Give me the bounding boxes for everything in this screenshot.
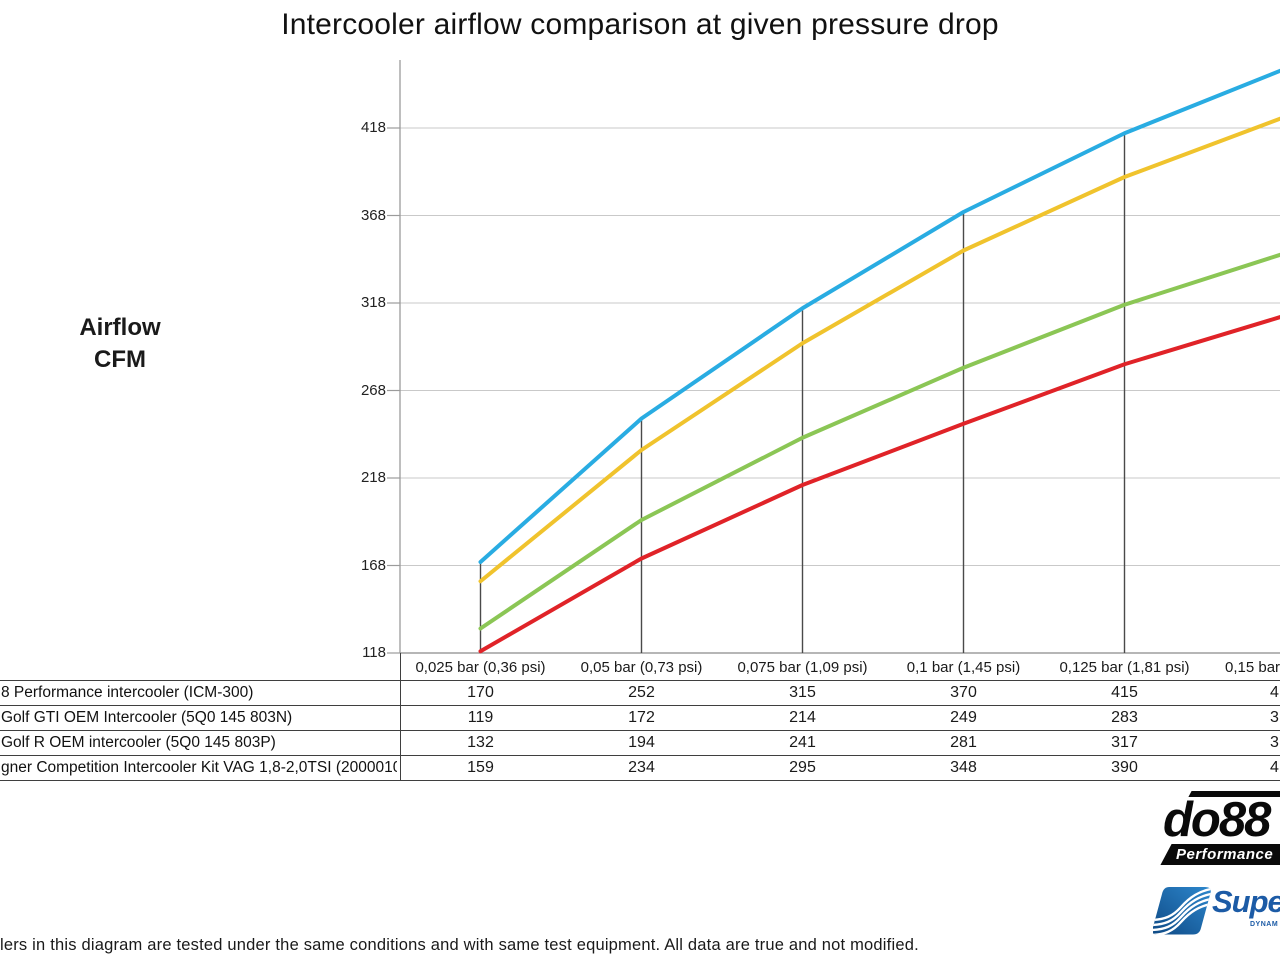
column-header-3: 0,1 bar (1,45 psi) (906, 659, 1021, 676)
y-axis-label-line2: CFM (94, 346, 146, 373)
table-cell-r0-c2: 315 (789, 684, 816, 701)
y-axis-label-line1: Airflow (79, 314, 161, 341)
table-cell-r1-c1: 172 (628, 709, 655, 726)
table-cell-r0-c0: 170 (467, 684, 494, 701)
do88-performance-label: Performance (1176, 846, 1274, 863)
disclaimer-text: lers in this diagram are tested under th… (0, 936, 919, 954)
table-row-border-4 (0, 779, 1280, 781)
column-header-2: 0,075 bar (1,09 psi) (737, 659, 868, 676)
table-label-column-border (399, 653, 401, 780)
series-label-row-1: Golf GTI OEM Intercooler (5Q0 145 803N) (1, 709, 293, 726)
table-cell-r2-c0: 132 (467, 734, 494, 751)
y-tick-label-168: 168 (360, 556, 386, 574)
table-cell-r1-c0: 119 (467, 709, 494, 726)
do88-logo-text: do88 (1163, 793, 1271, 847)
table-cell-r0-c4: 415 (1111, 684, 1138, 701)
table-row-border-2 (0, 729, 1280, 731)
series-label-row-3: gner Competition Intercooler Kit VAG 1,8… (1, 759, 397, 776)
superflow-wave-icon (1153, 887, 1211, 935)
table-cell-r2-c3: 281 (950, 734, 977, 751)
table-cell-r1-c2: 214 (789, 709, 816, 726)
superflow-subtext: DYNAM (1250, 921, 1279, 928)
column-header-5-clipped: 0,15 bar (1225, 659, 1280, 676)
series-line (478, 315, 1280, 654)
chart-title: Intercooler airflow comparison at given … (281, 8, 999, 41)
column-header-0: 0,025 bar (0,36 psi) (415, 659, 546, 676)
table-cell-r3-c3: 348 (950, 759, 977, 776)
series-label-row-0: 8 Performance intercooler (ICM-300) (1, 684, 254, 701)
table-cell-r2-c1: 194 (628, 734, 655, 751)
table-row-border-1 (0, 704, 1280, 706)
table-cell-r1-c3: 249 (950, 709, 977, 726)
y-tick-label-268: 268 (360, 381, 386, 399)
table-cell-r3-c2: 295 (789, 759, 816, 776)
series-line (478, 116, 1280, 584)
table-cell-r0-c5-clipped: 4 (1270, 684, 1279, 701)
y-tick-label-118: 118 (362, 644, 386, 661)
series-label-row-2: Golf R OEM intercooler (5Q0 145 803P) (1, 734, 276, 751)
column-header-4: 0,125 bar (1,81 psi) (1059, 659, 1190, 676)
series-line (478, 68, 1280, 564)
table-cell-r1-c4: 283 (1111, 709, 1138, 726)
table-cell-r3-c4: 390 (1111, 759, 1138, 776)
table-cell-r0-c3: 370 (950, 684, 977, 701)
column-header-1: 0,05 bar (0,73 psi) (580, 659, 703, 676)
table-cell-r2-c2: 241 (789, 734, 816, 751)
table-row-border-0 (0, 679, 1280, 681)
y-tick-label-418: 418 (360, 119, 386, 136)
table-cell-r3-c0: 159 (467, 759, 494, 776)
series-line (478, 252, 1280, 631)
table-cell-r3-c5-clipped: 4 (1270, 759, 1279, 776)
table-cell-r3-c1: 234 (628, 759, 655, 776)
y-axis-label: Airflow CFM (40, 312, 200, 376)
superflow-text: Superflow (1212, 884, 1280, 919)
do88-performance-bar: Performance (1160, 844, 1280, 865)
y-tick-label-218: 218 (360, 469, 386, 486)
table-cell-r1-c5-clipped: 3 (1270, 709, 1279, 726)
table-cell-r2-c5-clipped: 3 (1270, 734, 1279, 751)
y-tick-label-318: 318 (360, 294, 386, 311)
y-tick-label-368: 368 (360, 206, 386, 224)
table-cell-r0-c1: 252 (628, 684, 655, 701)
table-row-border-3 (0, 754, 1280, 756)
table-cell-r2-c4: 317 (1111, 734, 1138, 751)
